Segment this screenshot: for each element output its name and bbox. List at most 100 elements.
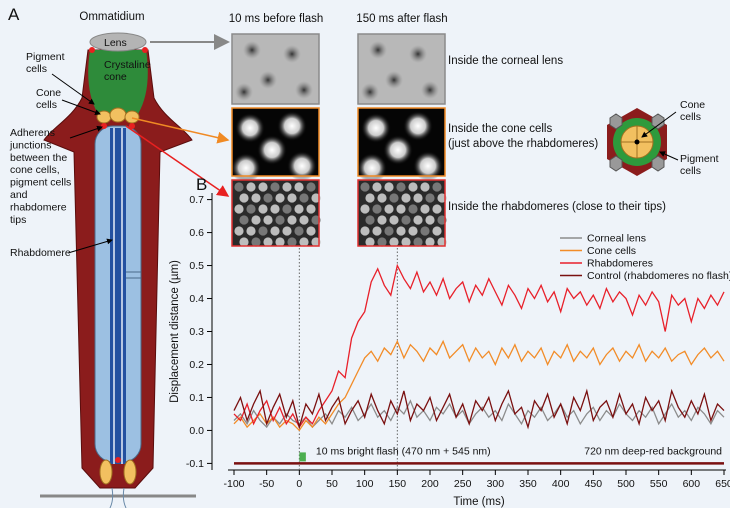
label-arrow (61, 99, 101, 116)
micrograph-border (357, 33, 446, 105)
texture-cell (360, 204, 370, 214)
texture-cell (282, 182, 292, 192)
texture-cell (372, 204, 382, 214)
texture-cell (299, 237, 309, 247)
adherens-label: and (10, 189, 28, 201)
texture-cell (246, 182, 256, 192)
junction (89, 47, 95, 53)
texture-cell (287, 193, 297, 203)
x-tick-label: 450 (585, 478, 603, 490)
texture-cell (408, 226, 418, 236)
texture-cell (306, 182, 316, 192)
x-tick-label: 500 (617, 478, 635, 490)
texture-cell (360, 182, 370, 192)
texture-cell (396, 226, 406, 236)
background-label: 720 nm deep-red background (584, 445, 722, 457)
texture-blob (277, 111, 307, 141)
column-header: 10 ms before flash (229, 13, 324, 25)
texture-blob (361, 113, 391, 143)
texture-cell (372, 226, 382, 236)
column-header: 150 ms after flash (356, 13, 447, 25)
row-label: Inside the corneal lens (448, 55, 563, 67)
texture-cell (299, 193, 309, 203)
x-tick-label: -100 (223, 478, 244, 490)
texture-cell (360, 226, 370, 236)
series-line (233, 263, 725, 429)
pigment-cells-label: cells (26, 63, 47, 75)
texture-blob (413, 151, 443, 181)
texture-cell (306, 226, 316, 236)
x-tick-label: 650 (715, 478, 730, 490)
label-arrow (69, 125, 103, 139)
texture-cell (425, 193, 435, 203)
pointer-arrow (131, 117, 230, 144)
texture-cell (432, 204, 442, 214)
texture-cell (365, 215, 375, 225)
micrograph-border (357, 107, 446, 177)
adherens-label: tips (10, 214, 26, 226)
texture-cell (425, 215, 435, 225)
texture-cell (234, 182, 244, 192)
pigment-cell-icon (609, 113, 665, 172)
texture-spot (421, 81, 439, 99)
texture-cell (294, 182, 304, 192)
texture-cell (258, 204, 268, 214)
cone-cells-label: Cone (36, 87, 61, 99)
cross-pigment-label: Pigment (680, 153, 719, 165)
texture-cell (263, 237, 273, 247)
texture-cell (396, 182, 406, 192)
texture-cell (408, 182, 418, 192)
adherens-label: Adherens (10, 127, 55, 139)
texture-cell (306, 204, 316, 214)
y-tick-label: 0.0 (189, 425, 204, 437)
flash-marker (299, 452, 306, 462)
texture-cell (275, 237, 285, 247)
label-arrow (659, 151, 679, 161)
texture-cell (287, 215, 297, 225)
x-tick-label: 400 (552, 478, 570, 490)
adherens-label: rhabdomere (10, 201, 67, 213)
junction (142, 47, 148, 53)
texture-cell (396, 204, 406, 214)
texture-cell (384, 226, 394, 236)
label-arrow (67, 238, 113, 254)
texture-spot (385, 71, 403, 89)
texture-cell (246, 226, 256, 236)
texture-cell (299, 215, 309, 225)
texture-cell (275, 193, 285, 203)
texture-cell (282, 204, 292, 214)
y-tick-label: 0.4 (189, 293, 204, 305)
texture-cell (239, 215, 249, 225)
row-label: Inside the rhabdomeres (close to their t… (448, 201, 666, 213)
texture-spot (361, 83, 379, 101)
texture-cell (251, 215, 261, 225)
rhabdomere-label: Rhabdomere (10, 247, 71, 259)
cross-section (607, 108, 679, 176)
x-tick-label: 350 (519, 478, 537, 490)
junction (101, 123, 107, 129)
texture-cell (432, 226, 442, 236)
texture-cell (413, 237, 423, 247)
pointer-arrow (125, 125, 230, 197)
micrograph-border (357, 179, 446, 247)
texture-cell (377, 237, 387, 247)
texture-cell (425, 237, 435, 247)
center-dot (634, 139, 640, 145)
texture-blob (357, 153, 387, 183)
texture-cell (389, 215, 399, 225)
diagram-title: Ommatidium (79, 11, 144, 23)
texture-cell (251, 193, 261, 203)
adherens-label: cone cells, (10, 164, 60, 176)
texture-cell (389, 193, 399, 203)
adherens-label: junctions (9, 139, 51, 151)
texture-spot (369, 41, 387, 59)
cross-cone-label: Cone (680, 99, 705, 111)
cell-shape (99, 459, 113, 485)
texture-cell (234, 204, 244, 214)
series-line (233, 388, 725, 430)
texture-cell (282, 226, 292, 236)
crystalline-cone-shape (88, 50, 148, 114)
